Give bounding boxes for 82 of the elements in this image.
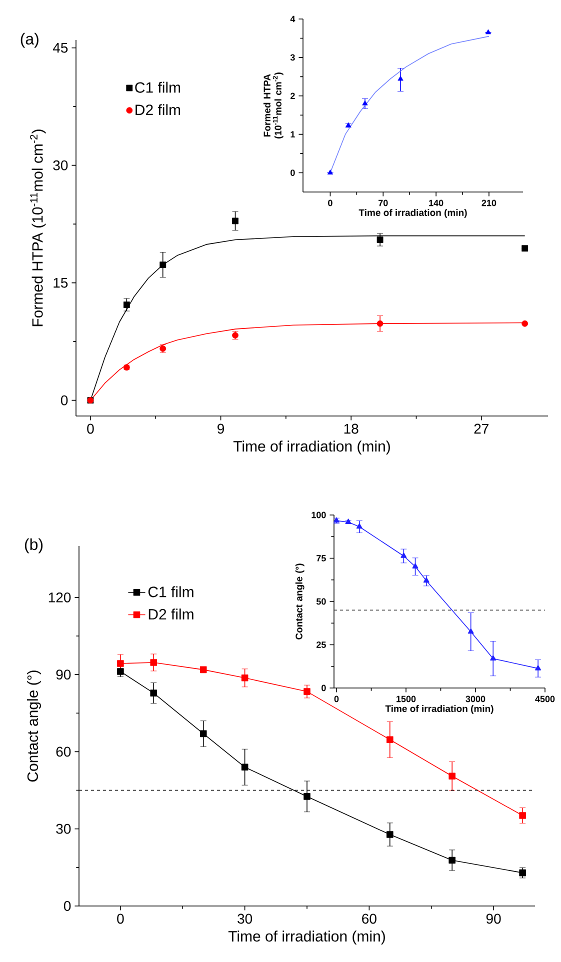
y-tick-label: 30 [53, 160, 68, 170]
point [519, 812, 526, 819]
point [490, 655, 496, 660]
x-tick-label: 0 [87, 424, 94, 434]
point [200, 666, 207, 674]
legend-label: C1 film [148, 586, 194, 598]
x-axis-title: Time of irradiation (min) [233, 440, 390, 455]
y-tick-label: 100 [312, 512, 326, 518]
text: (a) [20, 32, 38, 48]
y-tick-label: 45 [52, 42, 68, 53]
y-tick-label: 0 [322, 684, 326, 692]
point [398, 76, 404, 81]
point [200, 730, 207, 738]
y-tick-label: 90 [56, 670, 71, 680]
y-tick-label: 25 [316, 642, 326, 648]
y-tick-label: 50 [316, 598, 326, 605]
text: (b) [24, 538, 43, 554]
point [468, 628, 474, 634]
point [241, 764, 248, 771]
y-tick-label: 0 [290, 170, 295, 176]
point [232, 218, 238, 224]
point [356, 523, 362, 529]
point [386, 831, 394, 838]
y-tick-label: 0 [64, 901, 71, 911]
x-tick-label: 18 [344, 424, 358, 434]
point [123, 302, 130, 308]
point [150, 659, 158, 666]
y-tick-label: 120 [48, 592, 71, 602]
y-axis-title: Contact angle (°) [295, 564, 304, 640]
point [535, 665, 542, 670]
x-tick-label: 1500 [396, 696, 416, 702]
point [241, 674, 248, 682]
point [150, 690, 158, 696]
legend-label: D2 film [148, 608, 194, 620]
point [485, 29, 492, 34]
point [327, 170, 334, 174]
point [362, 100, 368, 106]
point [522, 245, 528, 252]
y-tick-label: 3 [290, 54, 295, 61]
y-tick-label: 4 [290, 16, 296, 22]
point [386, 736, 394, 744]
y-tick-label: 30 [56, 824, 71, 834]
x-tick-label: 9 [218, 424, 224, 434]
y-axis-title: Formed HTPA (10$^{-11}$mol cm$^{-2}$) [30, 130, 46, 326]
x-axis-title: Time of irradiation (min) [385, 705, 494, 714]
x-tick-label: 60 [362, 914, 376, 924]
x-tick-label: 90 [486, 914, 501, 924]
point [423, 577, 430, 583]
x-tick-label: 30 [238, 914, 252, 924]
point [376, 236, 384, 243]
x-tick-label: 210 [482, 200, 496, 206]
x-tick-label: 140 [429, 200, 444, 206]
y-tick-label: 75 [316, 555, 326, 562]
point [117, 660, 124, 667]
x-tick-label: 4500 [535, 696, 555, 702]
y-tick-label: 0 [60, 395, 68, 406]
point [448, 772, 456, 780]
x-axis-title: Time of irradiation (min) [228, 930, 385, 945]
x-axis-title: Time of irradiation (min) [358, 209, 467, 218]
point [376, 320, 384, 327]
legend-label: C1 film [135, 82, 180, 93]
y-tick-label: 60 [56, 746, 71, 757]
legend-label: D2 film [136, 104, 180, 116]
y-tick-label: 1 [290, 131, 295, 138]
point [160, 262, 166, 268]
point [412, 563, 418, 568]
point [117, 668, 124, 675]
y-tick-label: 2 [290, 92, 295, 100]
point [334, 517, 340, 523]
x-tick-label: 0 [328, 200, 332, 206]
x-tick-label: 3000 [466, 696, 486, 702]
x-tick-label: 27 [474, 424, 488, 434]
point [400, 552, 407, 558]
point [522, 320, 528, 327]
x-tick-label: 70 [378, 200, 388, 206]
y-axis-title: Contact angle (°) [26, 670, 41, 782]
x-tick-label: 0 [117, 914, 124, 924]
y-tick-label: 15 [54, 278, 68, 288]
point [304, 793, 310, 800]
point [448, 856, 456, 864]
x-tick-label: 0 [334, 696, 339, 702]
point [304, 688, 310, 695]
